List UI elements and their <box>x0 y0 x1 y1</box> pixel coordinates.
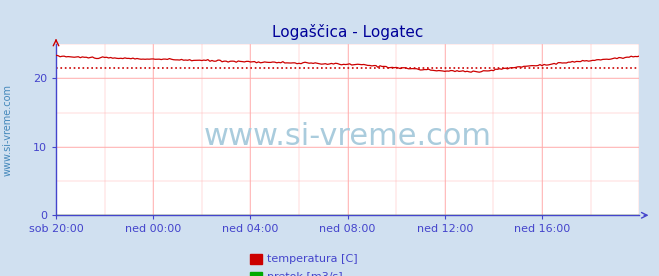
Text: temperatura [C]: temperatura [C] <box>267 254 358 264</box>
Title: Logaščica - Logatec: Logaščica - Logatec <box>272 24 423 40</box>
Text: pretok [m3/s]: pretok [m3/s] <box>267 272 343 276</box>
Text: www.si-vreme.com: www.si-vreme.com <box>204 122 492 151</box>
Text: www.si-vreme.com: www.si-vreme.com <box>3 84 13 176</box>
